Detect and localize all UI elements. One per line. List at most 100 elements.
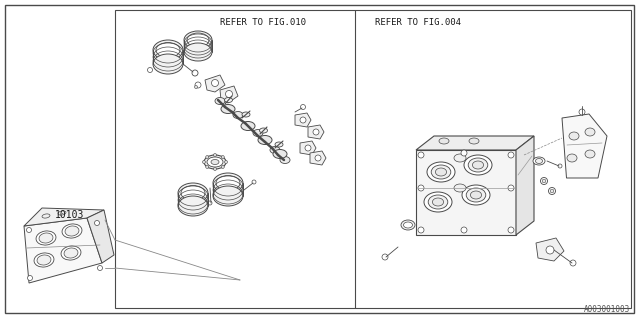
Ellipse shape (184, 43, 212, 61)
Circle shape (195, 85, 198, 89)
Polygon shape (536, 238, 564, 261)
Ellipse shape (258, 135, 272, 145)
Polygon shape (24, 218, 102, 283)
Ellipse shape (181, 186, 205, 201)
Circle shape (221, 156, 224, 158)
Circle shape (214, 167, 216, 171)
Circle shape (301, 105, 305, 109)
Ellipse shape (178, 196, 208, 216)
Circle shape (192, 70, 198, 76)
Circle shape (202, 161, 205, 164)
Ellipse shape (454, 184, 466, 192)
Ellipse shape (36, 231, 56, 245)
Ellipse shape (454, 154, 466, 162)
Ellipse shape (280, 156, 290, 164)
Ellipse shape (472, 161, 484, 169)
Circle shape (542, 179, 546, 183)
Ellipse shape (211, 159, 219, 164)
Ellipse shape (569, 132, 579, 140)
Polygon shape (308, 125, 324, 139)
Circle shape (541, 178, 547, 185)
Text: REFER TO FIG.004: REFER TO FIG.004 (375, 18, 461, 27)
Text: REFER TO FIG.010: REFER TO FIG.010 (220, 18, 306, 27)
Ellipse shape (470, 191, 482, 199)
Circle shape (546, 246, 554, 254)
Ellipse shape (585, 128, 595, 136)
Ellipse shape (216, 175, 240, 190)
Circle shape (221, 165, 224, 168)
Ellipse shape (259, 128, 268, 133)
Circle shape (315, 155, 321, 161)
Ellipse shape (213, 173, 243, 193)
Circle shape (508, 185, 514, 191)
Ellipse shape (466, 188, 486, 202)
Ellipse shape (567, 154, 577, 162)
Ellipse shape (64, 248, 78, 258)
Circle shape (550, 189, 554, 193)
Ellipse shape (204, 155, 226, 169)
Ellipse shape (468, 158, 488, 172)
Ellipse shape (65, 226, 79, 236)
Polygon shape (562, 114, 607, 178)
Circle shape (26, 228, 31, 233)
Ellipse shape (213, 186, 243, 206)
Circle shape (558, 164, 562, 168)
Ellipse shape (401, 220, 415, 230)
Ellipse shape (39, 233, 53, 243)
Circle shape (579, 109, 585, 115)
Circle shape (97, 266, 102, 270)
Ellipse shape (153, 40, 183, 60)
Polygon shape (416, 136, 534, 150)
Circle shape (461, 227, 467, 233)
Circle shape (252, 180, 256, 184)
Ellipse shape (253, 130, 263, 137)
Ellipse shape (435, 168, 447, 176)
Circle shape (225, 161, 227, 164)
Ellipse shape (275, 142, 283, 147)
Text: A003001003: A003001003 (584, 305, 630, 314)
Circle shape (382, 254, 388, 260)
Circle shape (548, 188, 556, 195)
Ellipse shape (187, 33, 209, 47)
Circle shape (214, 154, 216, 156)
Ellipse shape (462, 185, 490, 205)
Circle shape (300, 117, 306, 123)
Circle shape (418, 185, 424, 191)
Ellipse shape (536, 158, 543, 164)
Ellipse shape (207, 157, 223, 167)
Ellipse shape (61, 246, 81, 260)
Circle shape (28, 276, 33, 281)
Bar (115, 10, 631, 308)
Ellipse shape (464, 155, 492, 175)
Polygon shape (416, 150, 516, 235)
Ellipse shape (427, 162, 455, 182)
Polygon shape (87, 210, 114, 263)
Ellipse shape (431, 165, 451, 179)
Circle shape (211, 79, 218, 86)
Circle shape (570, 260, 576, 266)
Polygon shape (516, 136, 534, 235)
Circle shape (147, 68, 152, 73)
Circle shape (418, 227, 424, 233)
Ellipse shape (273, 149, 287, 158)
Circle shape (508, 227, 514, 233)
Ellipse shape (585, 150, 595, 158)
Circle shape (418, 152, 424, 158)
Polygon shape (220, 86, 238, 103)
Ellipse shape (428, 195, 448, 209)
Ellipse shape (221, 105, 235, 114)
Ellipse shape (233, 111, 243, 118)
Ellipse shape (424, 192, 452, 212)
Ellipse shape (156, 43, 180, 58)
Polygon shape (310, 151, 326, 165)
Ellipse shape (533, 157, 545, 165)
Circle shape (195, 82, 201, 88)
Ellipse shape (34, 253, 54, 267)
Circle shape (461, 150, 467, 156)
Ellipse shape (242, 112, 250, 117)
Circle shape (313, 129, 319, 135)
Ellipse shape (178, 183, 208, 203)
Circle shape (305, 145, 311, 151)
Circle shape (225, 91, 232, 98)
Ellipse shape (184, 31, 212, 49)
